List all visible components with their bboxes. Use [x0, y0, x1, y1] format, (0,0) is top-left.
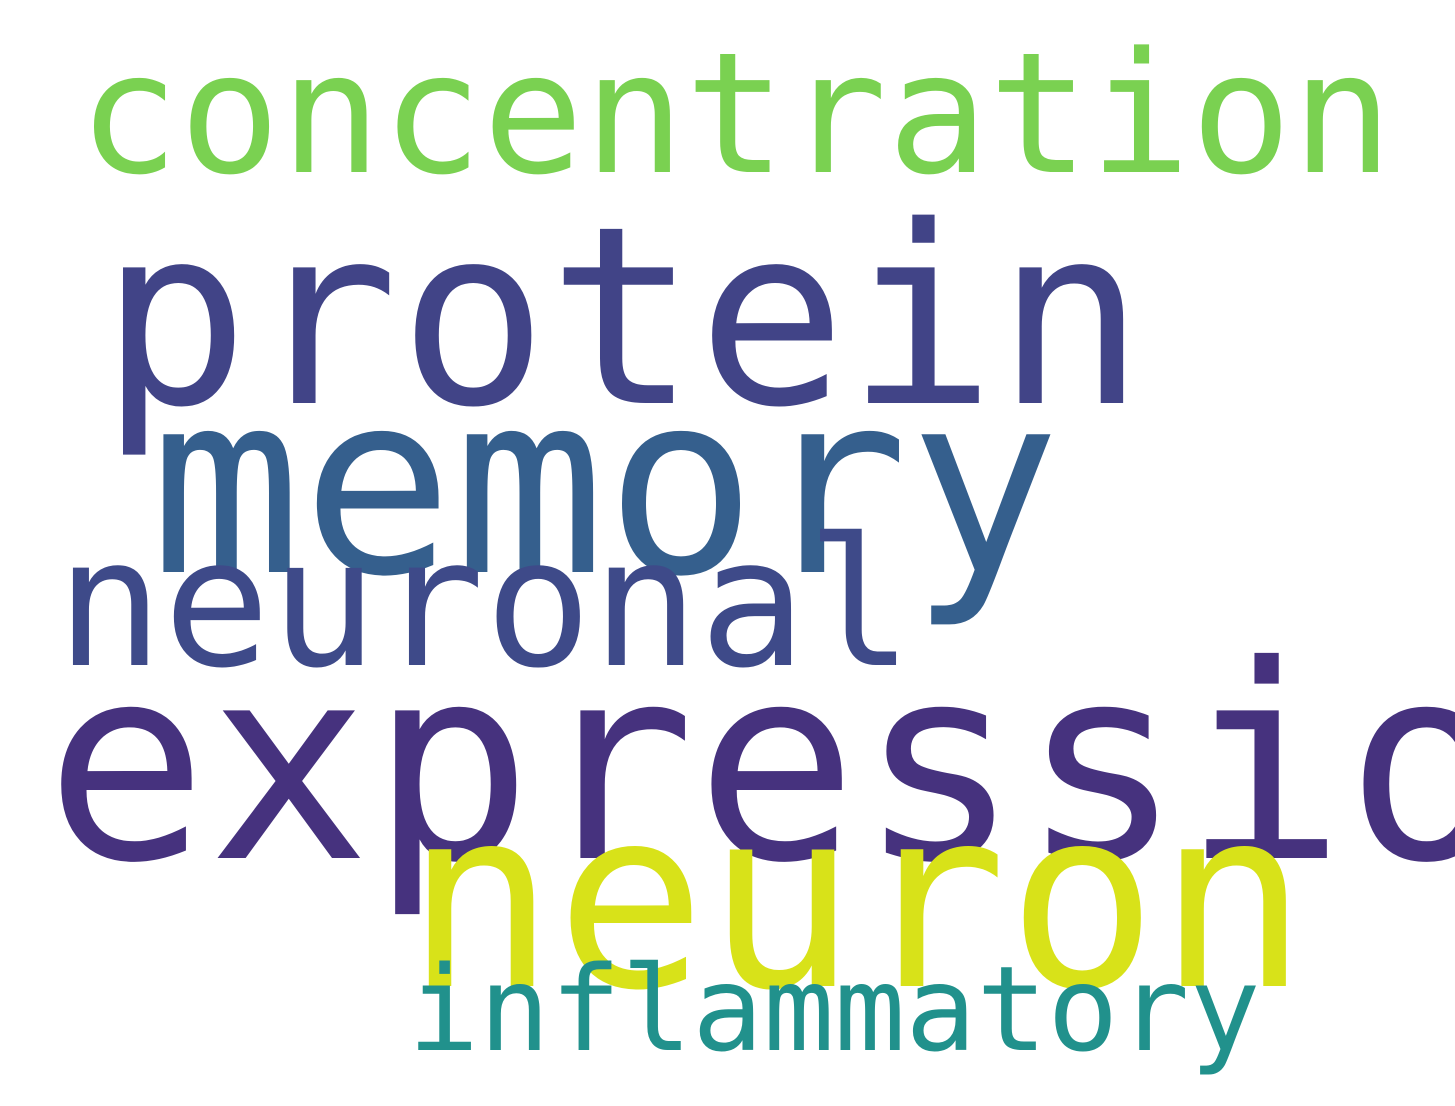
word-protein: protein — [100, 174, 1146, 462]
word-neuron: neuron — [405, 754, 1309, 1045]
word-neuronal: neuronal — [56, 500, 914, 707]
word-memory: memory — [150, 339, 1061, 632]
word-inflammatory: inflammatory — [408, 940, 1261, 1078]
word-concentration: concentration — [78, 16, 1393, 212]
